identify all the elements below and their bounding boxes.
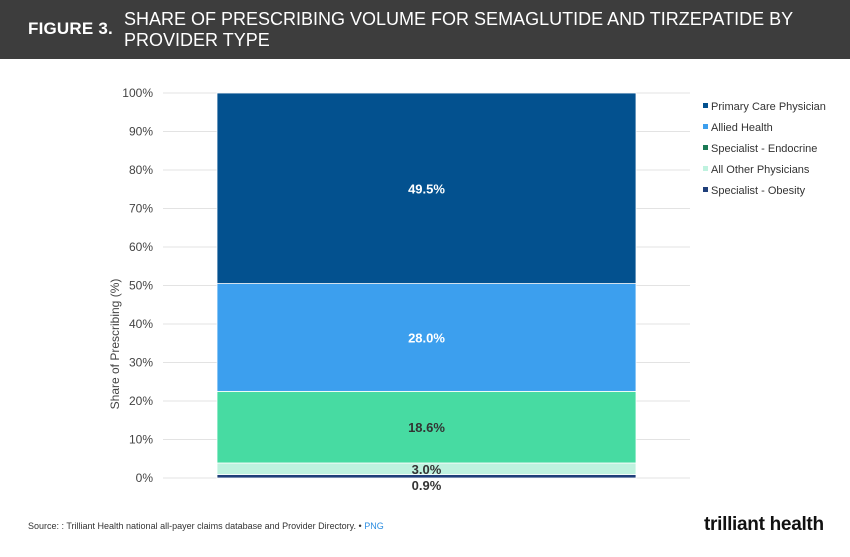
data-label: 3.0%: [412, 462, 442, 477]
legend-swatch: [703, 103, 708, 108]
y-tick-label: 70%: [129, 202, 153, 216]
figure-title: SHARE OF PRESCRIBING VOLUME FOR SEMAGLUT…: [124, 9, 793, 50]
bar-segment-specialist-endocrine: [216, 390, 637, 464]
bar-segments: [216, 92, 637, 479]
y-tick-label: 50%: [129, 279, 153, 293]
legend-swatch: [703, 145, 708, 150]
data-label: 49.5%: [408, 181, 445, 196]
chart-legend: Primary Care Physician Allied Health Speci…: [703, 101, 826, 197]
y-axis-ticks: 0% 10% 20% 30% 40% 50% 60% 70% 80% 90% 100%: [122, 86, 153, 485]
trilliant-health-logo: trilliant health: [704, 514, 824, 536]
legend-label: Allied Health: [711, 122, 773, 134]
data-label: 0.9%: [412, 478, 442, 493]
y-tick-label: 10%: [129, 433, 153, 447]
legend-swatch: [703, 124, 708, 129]
bar-segment-primary-care-physician: [216, 92, 637, 284]
data-labels: 0.9%3.0% 18.6% 28.0% 49.5%: [408, 181, 445, 493]
data-label: 28.0%: [408, 330, 445, 345]
source-note: Source: : Trilliant Health national all-…: [28, 521, 384, 531]
y-tick-label: 20%: [129, 394, 153, 408]
legend-label: All Other Physicians: [711, 164, 810, 176]
y-tick-label: 60%: [129, 240, 153, 254]
legend-label: Specialist - Obesity: [711, 185, 806, 197]
logo-text: trilliant health: [704, 514, 824, 535]
y-tick-label: 100%: [122, 86, 153, 100]
source-separator: •: [358, 521, 362, 531]
bar-segment-allied-health: [216, 283, 637, 392]
y-tick-label: 0%: [136, 471, 154, 485]
data-label: 18.6%: [408, 420, 445, 435]
y-axis-label: Share of Prescribing (%): [108, 279, 122, 410]
y-tick-label: 90%: [129, 125, 153, 139]
png-download-link[interactable]: PNG: [364, 521, 384, 531]
y-tick-label: 80%: [129, 163, 153, 177]
legend-label: Specialist - Endocrine: [711, 143, 817, 155]
y-tick-label: 40%: [129, 317, 153, 331]
legend-label: Primary Care Physician: [711, 101, 826, 113]
source-text: Source: : Trilliant Health national all-…: [28, 521, 356, 531]
y-tick-label: 30%: [129, 356, 153, 370]
legend-swatch: [703, 166, 708, 171]
stacked-bar-chart: 0% 10% 20% 30% 40% 50% 60% 70% 80% 90% 100% Share …: [108, 86, 826, 493]
figure-label: FIGURE 3.: [28, 19, 113, 38]
figure-header: FIGURE 3. SHARE OF PRESCRIBING VOLUME FO…: [0, 0, 850, 59]
legend-swatch: [703, 187, 708, 192]
